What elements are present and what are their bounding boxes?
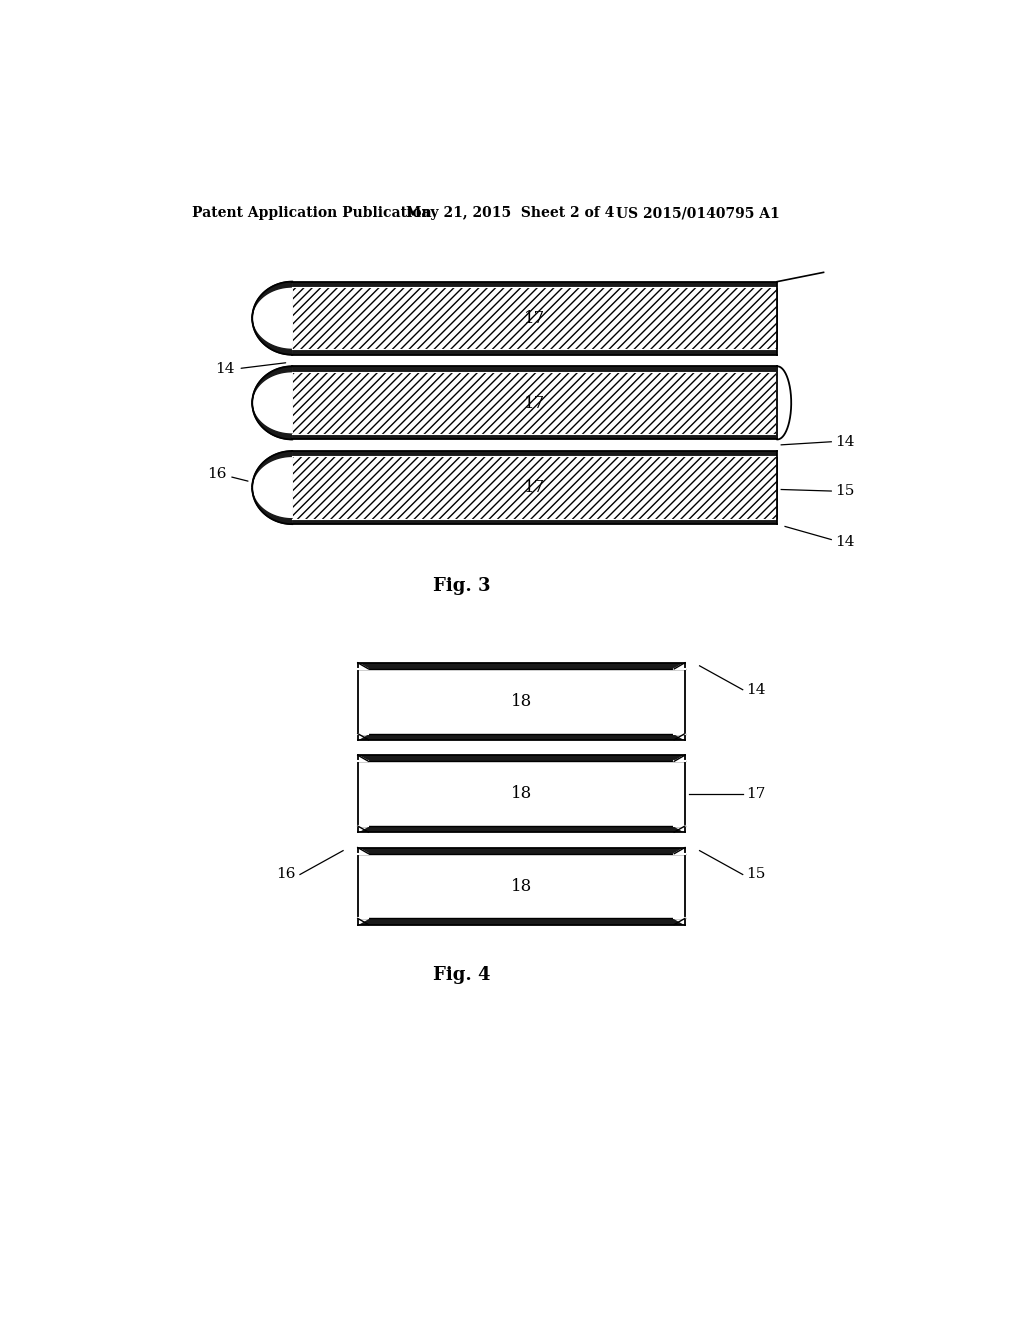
Bar (357, 847, 685, 854)
Bar (292, 451, 777, 457)
Polygon shape (674, 663, 685, 669)
Polygon shape (674, 919, 685, 924)
Bar (357, 663, 685, 669)
Bar (369, 669, 674, 734)
Text: 16: 16 (207, 467, 226, 480)
Polygon shape (252, 367, 292, 440)
Text: May 21, 2015  Sheet 2 of 4: May 21, 2015 Sheet 2 of 4 (407, 206, 614, 220)
Text: 17: 17 (524, 479, 546, 496)
Bar (292, 350, 777, 355)
Text: Patent Application Publication: Patent Application Publication (193, 206, 432, 220)
Polygon shape (252, 281, 292, 355)
Bar (292, 519, 777, 524)
Bar (292, 286, 777, 350)
Bar (292, 372, 777, 434)
Polygon shape (357, 847, 369, 854)
Bar (357, 919, 685, 924)
Bar (357, 755, 685, 762)
Bar (369, 762, 674, 826)
Polygon shape (252, 451, 292, 487)
Text: 14: 14 (746, 682, 766, 697)
Text: 17: 17 (524, 310, 546, 327)
Bar (369, 854, 674, 919)
Text: 17: 17 (746, 787, 766, 801)
Text: 18: 18 (511, 785, 531, 803)
Polygon shape (357, 755, 369, 762)
Polygon shape (674, 847, 685, 854)
Bar (292, 367, 777, 372)
Text: 15: 15 (746, 867, 766, 882)
Polygon shape (674, 734, 685, 739)
Polygon shape (777, 367, 792, 440)
Polygon shape (252, 281, 292, 318)
Polygon shape (674, 826, 685, 832)
Polygon shape (252, 318, 292, 355)
Polygon shape (357, 826, 369, 832)
Text: 14: 14 (836, 434, 855, 449)
Text: 16: 16 (276, 867, 296, 882)
Text: 17: 17 (524, 395, 546, 412)
Text: 18: 18 (511, 878, 531, 895)
Text: US 2015/0140795 A1: US 2015/0140795 A1 (615, 206, 779, 220)
Text: Fig. 4: Fig. 4 (433, 966, 490, 983)
Polygon shape (357, 919, 369, 924)
Bar (292, 434, 777, 440)
Bar (292, 281, 777, 286)
Polygon shape (357, 663, 369, 669)
Text: 14: 14 (836, 535, 855, 549)
Polygon shape (252, 487, 292, 524)
Polygon shape (674, 755, 685, 762)
Bar (292, 457, 777, 519)
Polygon shape (252, 367, 292, 403)
Text: Fig. 3: Fig. 3 (433, 577, 490, 595)
Bar (357, 826, 685, 832)
Text: 18: 18 (511, 693, 531, 710)
Polygon shape (252, 451, 292, 524)
Polygon shape (252, 403, 292, 440)
Bar (357, 734, 685, 739)
Text: 15: 15 (836, 484, 854, 498)
Polygon shape (357, 734, 369, 739)
Text: 14: 14 (215, 362, 234, 376)
